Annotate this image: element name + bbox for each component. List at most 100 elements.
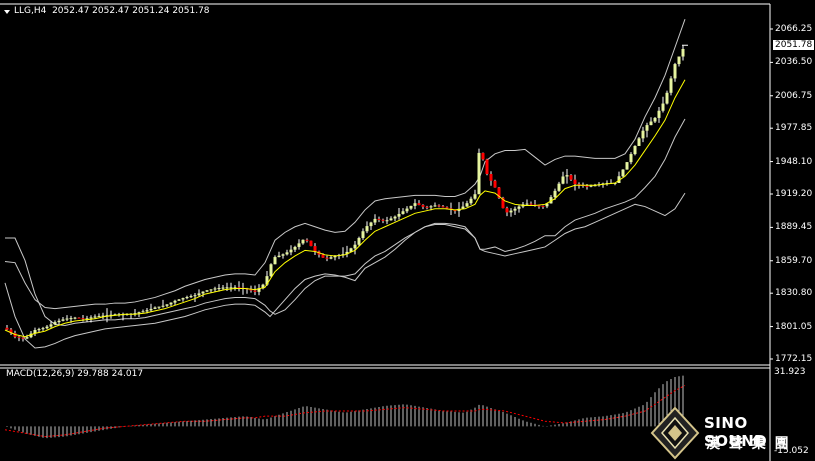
candle-body <box>629 154 633 163</box>
candle-body <box>229 287 233 289</box>
candle <box>149 303 153 312</box>
candle <box>233 285 237 291</box>
candle-body <box>285 252 289 255</box>
candle-body <box>233 287 237 289</box>
candle <box>161 299 165 308</box>
candle <box>85 315 89 322</box>
candle-body <box>201 291 205 294</box>
candle-body <box>273 257 277 265</box>
candle-body <box>673 64 677 79</box>
candle <box>297 239 301 250</box>
candle-body <box>49 324 53 327</box>
candle <box>97 313 101 318</box>
candle <box>493 179 497 188</box>
candle <box>41 326 45 331</box>
candle-body <box>145 310 149 312</box>
candle-body <box>437 205 441 207</box>
candle-body <box>149 308 153 311</box>
candle-body <box>513 208 517 211</box>
candle <box>449 202 453 215</box>
candle <box>401 208 405 215</box>
candle-body <box>661 103 665 111</box>
candle-body <box>381 219 385 221</box>
candle <box>173 299 177 306</box>
candle <box>601 182 605 188</box>
candle-body <box>253 290 257 292</box>
candle <box>489 171 493 186</box>
price-pane[interactable] <box>4 19 688 349</box>
candle-body <box>401 211 405 214</box>
candle <box>9 327 13 335</box>
candle-body <box>365 226 369 232</box>
candle <box>317 250 321 258</box>
candle-body <box>165 304 169 306</box>
candle <box>261 283 265 290</box>
collapse-triangle-icon[interactable] <box>4 10 10 14</box>
candle <box>209 289 213 293</box>
candle <box>237 281 241 292</box>
candle-body <box>405 208 409 212</box>
candle-body <box>313 246 317 252</box>
candle-body <box>477 152 481 195</box>
candle-body <box>545 203 549 207</box>
candle-body <box>93 316 97 318</box>
candle-body <box>81 318 85 320</box>
candle <box>61 316 65 322</box>
candle <box>649 117 653 126</box>
candle-body <box>181 298 185 300</box>
candle <box>517 205 521 213</box>
candle-body <box>305 239 309 241</box>
price-tick-label: 1919.20 <box>775 189 813 199</box>
candle-body <box>469 198 473 204</box>
candle-body <box>561 176 565 184</box>
candle <box>417 200 421 206</box>
price-tick-label: 1977.85 <box>775 123 813 134</box>
candle <box>341 247 345 258</box>
candle-body <box>361 231 365 238</box>
candle-body <box>69 318 73 320</box>
candle-body <box>333 255 337 258</box>
candle-body <box>433 205 437 207</box>
candle <box>201 291 205 298</box>
price-tick-label: 1859.70 <box>775 255 813 266</box>
candle <box>397 207 401 220</box>
candle <box>485 158 489 176</box>
candle <box>365 221 369 234</box>
candle-body <box>21 337 25 339</box>
candle <box>313 243 317 255</box>
candle-body <box>221 287 225 289</box>
candle <box>189 294 193 299</box>
candle-body <box>625 162 629 170</box>
candle-body <box>205 290 209 292</box>
candle <box>557 181 561 192</box>
candle-body <box>441 206 445 208</box>
candle-body <box>413 203 417 206</box>
price-tick-label: 2066.25 <box>775 24 813 34</box>
candle-body <box>193 295 197 297</box>
macd-pane[interactable] <box>4 375 686 439</box>
candle <box>465 200 469 207</box>
candle <box>137 311 141 318</box>
candle <box>669 76 673 96</box>
candle-body <box>481 152 485 160</box>
candle-body <box>669 78 673 93</box>
price-tick-label: 1772.15 <box>775 354 813 364</box>
candle <box>565 169 569 184</box>
candle-body <box>357 237 361 245</box>
candle <box>177 298 181 301</box>
candle-body <box>249 289 253 291</box>
candle-body <box>325 257 329 259</box>
candle-body <box>649 121 653 126</box>
candle-body <box>501 197 505 209</box>
price-tick-label: 1830.80 <box>775 288 813 299</box>
candle-body <box>101 315 105 317</box>
candle-body <box>257 288 261 292</box>
candle-body <box>473 194 477 199</box>
candle-body <box>41 328 45 330</box>
macd-info: MACD(12,26,9) 29.788 24.017 <box>6 369 144 379</box>
candle <box>361 228 365 240</box>
candle <box>645 122 649 138</box>
candle-body <box>213 288 217 290</box>
candle <box>413 199 417 210</box>
